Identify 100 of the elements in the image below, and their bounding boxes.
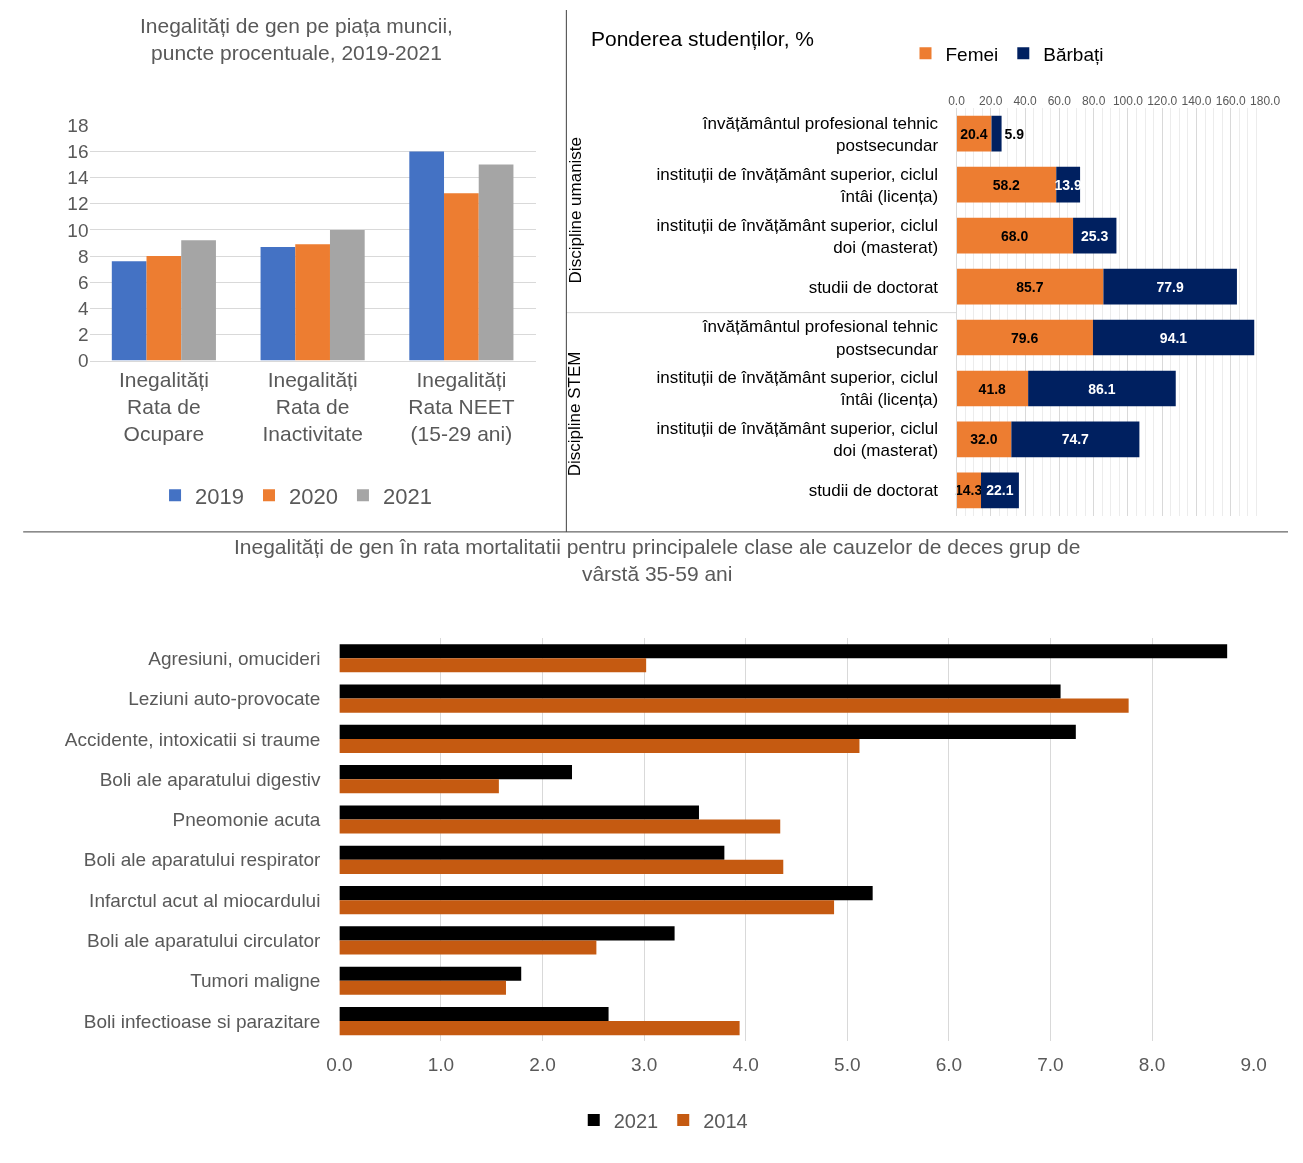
bar (339, 779, 499, 794)
data-label: 5.9 (1004, 125, 1025, 142)
data-label: 86.1 (1088, 380, 1116, 397)
bar (339, 698, 1129, 713)
bar (146, 256, 182, 361)
bar (1092, 319, 1255, 356)
bar (339, 926, 675, 941)
x-tick-label: 1.0 (427, 1054, 455, 1076)
bar (1028, 370, 1176, 407)
bar (339, 966, 522, 981)
text: Discipline umaniste (566, 136, 586, 284)
bar (956, 166, 1057, 203)
y-tick-label: studii de doctorat (808, 277, 939, 297)
bar (339, 886, 873, 901)
data-label: 74.7 (1061, 431, 1090, 448)
bar (339, 644, 1228, 659)
bar (956, 268, 1104, 305)
y-tick-label: învățământul profesional tehnic postsecundar (701, 317, 939, 359)
y-tick-label: instituții de învățământ superior, ciclul întâi (licența) (656, 368, 939, 410)
x-tick-label: Inegalități Rata de Inactivitate (262, 367, 363, 446)
x-tick-label: 0.0 (326, 1054, 353, 1076)
bar (295, 244, 330, 361)
legend-label: 2019 (195, 483, 244, 509)
y-tick-label: 6 (77, 271, 89, 293)
bar (339, 900, 835, 915)
bar (956, 319, 1093, 356)
y-tick-label: 10 (67, 219, 89, 241)
data-label: 32.0 (970, 431, 998, 448)
x-tick-label: 2.0 (529, 1054, 556, 1076)
legend-label: 2014 (703, 1109, 748, 1132)
y-tick-label: studii de doctorat (808, 481, 939, 501)
x-tick-label: 5.0 (834, 1054, 861, 1076)
y-tick-label: învățământul profesional tehnic postsecundar (701, 113, 939, 155)
y-tick-label: 12 (67, 193, 89, 215)
legend-label: Bărbați (1043, 43, 1104, 65)
bar (478, 164, 514, 361)
bar (956, 217, 1074, 254)
x-tick-label: 80.0 (1081, 93, 1106, 108)
bar (339, 738, 860, 753)
y-tick-label: 14 (67, 167, 89, 189)
bar (339, 859, 784, 874)
bar (339, 980, 506, 995)
y-tick-label: 16 (67, 141, 89, 163)
x-tick-label: 8.0 (1138, 1054, 1166, 1076)
bar (339, 805, 699, 820)
y-tick-label: 0 (77, 350, 89, 372)
x-tick-label: 100.0 (1112, 93, 1144, 108)
x-tick-label: 180.0 (1250, 93, 1281, 108)
bar (409, 151, 445, 361)
y-tick-label: Boli ale aparatului circulator (86, 930, 322, 952)
y-tick-label: instituții de învățământ superior, ciclul doi (masterat) (656, 215, 939, 257)
data-label: 77.9 (1156, 278, 1184, 295)
bar (991, 115, 1002, 152)
data-label: 41.8 (978, 380, 1007, 397)
bar (339, 684, 1061, 699)
x-tick-label: 60.0 (1047, 93, 1072, 108)
bar (260, 246, 296, 361)
chart-title: Inegalități de gen în rata mortalitatii pentru principalele clase ale cauzelor de deces grup de vârstă 35-59 ani (234, 535, 1081, 586)
y-tick-label: Boli ale aparatului respirator (83, 849, 322, 871)
data-label: 22.1 (986, 482, 1014, 499)
bar (329, 229, 365, 361)
y-tick-label: Agresiuni, omucideri (148, 647, 321, 669)
x-tick-label: Inegalități Rata NEET (15-29 ani) (408, 367, 515, 446)
bar (1103, 268, 1237, 305)
bar (339, 1006, 609, 1022)
legend-label: 2021 (382, 483, 432, 509)
legend-label: 2021 (613, 1109, 659, 1132)
y-tick-label: 4 (77, 297, 89, 319)
bar (339, 819, 781, 834)
data-label: 85.7 (1016, 278, 1044, 295)
data-label: 20.4 (960, 125, 988, 142)
x-tick-label: 160.0 (1215, 93, 1247, 108)
y-tick-label: Leziuni auto-provocate (128, 688, 321, 710)
x-tick-label: 3.0 (630, 1054, 658, 1076)
bar (111, 261, 147, 361)
x-tick-label: Inegalități Rata de Ocupare (118, 367, 209, 446)
x-tick-label: 4.0 (732, 1054, 759, 1076)
legend-label: Femei (945, 43, 999, 65)
y-tick-label: Boli ale aparatului digestiv (99, 768, 321, 790)
y-tick-label: 2 (77, 324, 89, 346)
bar (339, 845, 725, 860)
x-tick-label: 40.0 (1013, 93, 1038, 108)
data-label: 58.2 (992, 176, 1021, 193)
data-label: 25.3 (1081, 227, 1109, 244)
bar (339, 724, 1076, 739)
bar (956, 370, 1029, 407)
bar (1011, 421, 1140, 458)
y-tick-label: Tumori maligne (190, 970, 321, 992)
text: Ponderea studenților, % (591, 27, 814, 50)
x-tick-label: 7.0 (1037, 1054, 1064, 1076)
legend-label: 2020 (289, 483, 338, 509)
x-tick-label: 6.0 (935, 1054, 963, 1076)
bar (339, 658, 647, 673)
x-tick-label: 0.0 (948, 93, 966, 108)
x-tick-label: 9.0 (1240, 1054, 1267, 1076)
data-label: 14.3 (955, 482, 983, 499)
x-tick-label: 120.0 (1147, 93, 1178, 108)
y-tick-label: instituții de învățământ superior, ciclul doi (masterat) (656, 419, 939, 461)
data-label: 68.0 (1001, 227, 1029, 244)
y-tick-label: Accidente, intoxicatii si traume (64, 728, 321, 750)
